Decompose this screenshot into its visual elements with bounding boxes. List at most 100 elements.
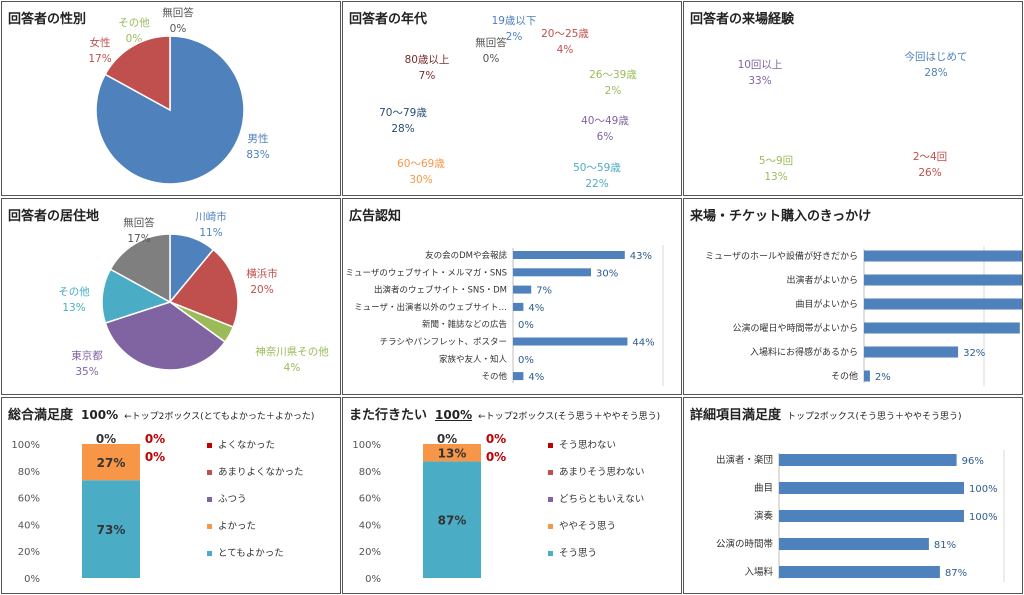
slice-label: 80歳以上	[405, 54, 450, 66]
slice-label: 無回答	[475, 36, 507, 49]
bar	[864, 370, 870, 382]
legend-swatch	[207, 551, 212, 556]
legend-swatch	[207, 443, 212, 448]
slice-label: 川崎市	[195, 210, 227, 223]
bar	[864, 298, 1022, 310]
category-label: 出演者のウェブサイト・SNS・DM	[374, 285, 507, 296]
slice-value-label: 33%	[748, 75, 771, 87]
slice-value-label: 4%	[284, 362, 301, 374]
slice-value-label: 17%	[127, 233, 150, 245]
stack-segment-2	[82, 444, 140, 481]
category-label: 入場料にお得感があるから	[750, 346, 858, 358]
bar-value-label: 0%	[518, 320, 534, 331]
y-tick-label: 80%	[359, 467, 381, 478]
legend-swatch	[548, 524, 553, 529]
bar-value-label: 96%	[962, 456, 984, 467]
panel-detail: 詳細項目満足度 トップ2ボックス(そう思う＋ややそう思う) 出演者・楽団 96% 曲目…	[683, 397, 1023, 594]
stack-segment-1	[82, 480, 140, 578]
bar	[513, 372, 524, 381]
bar-value-label: 0%	[518, 355, 534, 366]
panel-title: 回答者の年代	[349, 12, 428, 27]
slice-value-label: 26%	[918, 167, 941, 179]
bar-value-label: 100%	[969, 512, 998, 523]
slice-label: 神奈川県その他	[255, 345, 329, 358]
legend-swatch	[548, 470, 553, 475]
panel-ad: 広告認知 友の会のDMや会報誌 43% ミューザのウェブサイト・メルマガ・SNS 30…	[342, 198, 682, 395]
legend-swatch	[207, 470, 212, 475]
slice-label: 2～4回	[913, 151, 947, 163]
stack-segment-1	[423, 461, 481, 578]
legend-swatch	[548, 443, 553, 448]
stack-segment-2	[423, 444, 481, 462]
category-label: 曲目がよいから	[795, 298, 858, 310]
top2-note: ←トップ2ボックス(そう思う＋ややそう思う)	[478, 412, 661, 422]
y-tick-label: 60%	[359, 494, 381, 505]
bar-value-label: 4%	[528, 372, 544, 383]
slice-label: 10回以上	[738, 59, 783, 71]
panel-trigger: 来場・チケット購入のきっかけ ミューザのホールや設備が好きだから58%出演者がよ…	[683, 198, 1023, 395]
bar-value-label: 81%	[934, 540, 956, 551]
category-label: 出演者がよいから	[786, 274, 858, 286]
panel-title: 回答者の来場経験	[690, 12, 795, 27]
bar	[513, 251, 625, 259]
residence-pie-chart: 川崎市 11% 横浜市 20% 神奈川県その他 4% 東京都 35% その他 13% 無回答 17%	[58, 210, 329, 378]
title-text: また行きたい	[349, 408, 428, 423]
overall-stacked-chart: 0% 20% 40% 60% 80% 100% 73% 27% 0% 0% 0% よくなかったあまりよ…	[11, 432, 303, 585]
slice-value-label: 4%	[557, 44, 574, 56]
category-label: 家族や友人・知人	[439, 354, 508, 365]
title-text: 総合満足度	[8, 408, 74, 423]
y-tick-label: 0%	[24, 574, 40, 585]
category-label: 公演の曜日や時間帯がよいから	[732, 322, 858, 334]
category-label: 演奏	[754, 510, 774, 522]
bar-value-label: 100%	[969, 484, 998, 495]
pie-slice-2	[168, 248, 239, 329]
slice-value-label: 30%	[409, 174, 432, 186]
y-tick-label: 100%	[11, 440, 40, 451]
pie-slice-1	[95, 35, 245, 185]
again-stacked-chart: 0%20%40%60%80%100%87%13%0% 0%0%そう思わないあまりそ…	[352, 432, 644, 585]
pie-slice-6	[109, 233, 171, 304]
slice-value-label: 2%	[506, 31, 523, 43]
y-tick-label: 100%	[352, 440, 381, 451]
bar-value-label: 4%	[528, 303, 544, 314]
panel-gender: 回答者の性別 男性 83% 無回答 0% その他 0% 女性 17%	[1, 1, 341, 196]
top2-percent: 100%	[435, 408, 473, 422]
slice-value-label: 22%	[585, 178, 608, 190]
slice-value-label: 7%	[419, 70, 436, 82]
segment-value-label: 0%	[145, 432, 165, 446]
legend-swatch	[207, 497, 212, 502]
legend-label: そう思う	[559, 548, 597, 559]
category-label: その他	[481, 371, 507, 382]
category-label: チラシやパンフレット、ポスター	[380, 338, 507, 348]
legend-label: どちらともいえない	[559, 494, 644, 505]
slice-label: 東京都	[71, 349, 103, 362]
y-tick-label: 80%	[18, 467, 40, 478]
panel-title: 回答者の性別	[8, 12, 87, 27]
bar-value-label: 7%	[536, 286, 552, 297]
slice-label: 19歳以下	[492, 15, 537, 27]
category-label: ミューザ・出演者以外のウェブサイト…	[354, 302, 507, 313]
legend-swatch	[207, 524, 212, 529]
slice-value-label: 13%	[764, 171, 787, 183]
bar	[513, 268, 591, 277]
slice-value-label: 0%	[170, 23, 187, 35]
segment-value-label: 73%	[97, 523, 126, 537]
slice-value-label: 0%	[126, 33, 143, 45]
top2-percent: 100%	[81, 408, 119, 422]
trigger-bar-chart: ミューザのホールや設備が好きだから58%出演者がよいから72%曲目がよいから87…	[705, 246, 1022, 386]
slice-value-label: 20%	[250, 284, 273, 296]
bar	[779, 454, 957, 466]
legend-label: そう思わない	[559, 440, 616, 451]
legend-swatch	[548, 497, 553, 502]
title-text: 詳細項目満足度	[690, 408, 782, 423]
y-tick-label: 40%	[18, 520, 40, 531]
pie-slice-4	[104, 35, 171, 112]
slice-value-label: 28%	[391, 123, 414, 135]
legend-label: よかった	[218, 521, 256, 532]
slice-label: 40～49歳	[581, 115, 629, 127]
pie-slice-5	[101, 268, 172, 324]
y-tick-label: 60%	[18, 494, 40, 505]
panel-title: 広告認知	[349, 209, 402, 224]
bar	[513, 337, 628, 346]
slice-label: 無回答	[162, 6, 194, 19]
